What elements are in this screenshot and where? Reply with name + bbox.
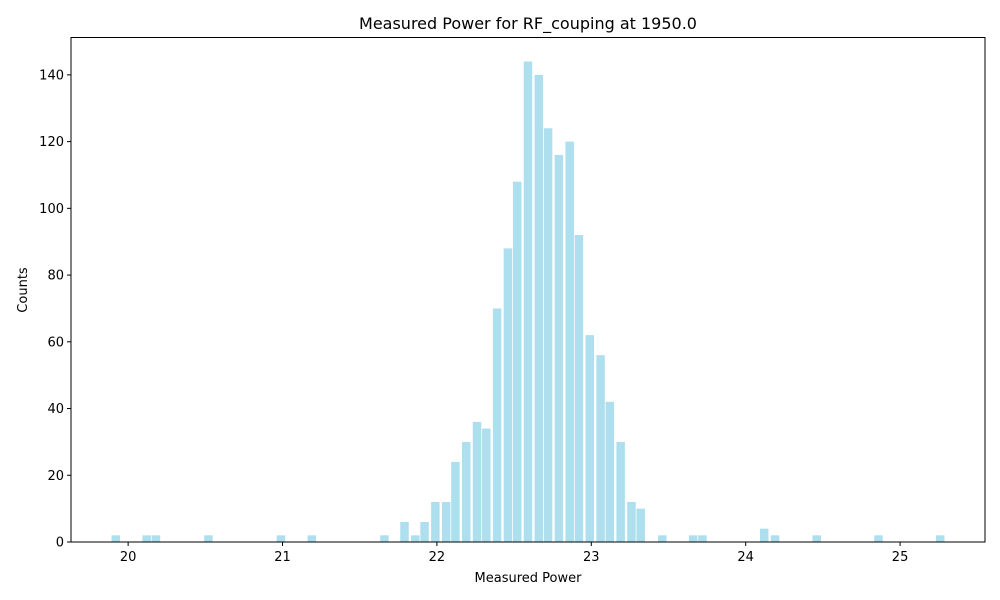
histogram-bar bbox=[472, 421, 482, 542]
histogram-bar bbox=[462, 441, 471, 542]
plot-frame bbox=[70, 37, 986, 543]
histogram-bar bbox=[574, 235, 584, 542]
y-axis-ticks: 0 20 40 60 80 100 120 140 bbox=[39, 68, 71, 551]
histogram-bar bbox=[411, 535, 420, 542]
y-tick-label: 20 bbox=[47, 469, 64, 484]
y-tick-label: 120 bbox=[39, 135, 64, 150]
histogram-bar bbox=[596, 355, 605, 542]
y-tick-label: 60 bbox=[47, 335, 64, 350]
histogram-bar bbox=[565, 141, 574, 542]
y-tick-label: 0 bbox=[56, 536, 64, 551]
histogram-bar bbox=[812, 535, 821, 542]
histogram-bar bbox=[688, 535, 698, 542]
x-tick-label: 25 bbox=[892, 550, 909, 565]
histogram-bar bbox=[503, 248, 513, 542]
y-tick-label: 80 bbox=[47, 269, 64, 284]
x-axis-label: Measured Power bbox=[475, 571, 583, 586]
histogram-bar bbox=[204, 535, 213, 542]
histogram-bar bbox=[142, 535, 151, 542]
histogram-bar bbox=[874, 535, 883, 542]
histogram-bar bbox=[151, 535, 161, 542]
y-tick-label: 40 bbox=[47, 402, 64, 417]
histogram-bar bbox=[935, 535, 945, 542]
bars-group bbox=[111, 61, 945, 543]
chart-title: Measured Power for RF_couping at 1950.0 bbox=[359, 14, 697, 34]
histogram-bar bbox=[512, 181, 522, 542]
histogram-bar bbox=[636, 508, 645, 542]
histogram-bar bbox=[770, 535, 780, 542]
histogram-bar bbox=[380, 535, 389, 542]
histogram-bar bbox=[698, 535, 707, 542]
histogram-bar bbox=[400, 521, 409, 542]
histogram-bar bbox=[658, 535, 667, 542]
x-tick-label: 24 bbox=[737, 550, 754, 565]
histogram-bar bbox=[585, 335, 594, 542]
histogram-bar bbox=[451, 461, 460, 542]
histogram-bar bbox=[605, 401, 615, 542]
histogram-bar bbox=[554, 154, 564, 542]
y-tick-label: 140 bbox=[39, 68, 64, 83]
histogram-bar bbox=[307, 535, 317, 542]
x-tick-label: 23 bbox=[583, 550, 600, 565]
histogram-bar bbox=[534, 74, 544, 543]
histogram-bar bbox=[627, 501, 636, 542]
histogram-bar bbox=[616, 441, 625, 542]
histogram-bar bbox=[523, 61, 533, 543]
histogram-bar bbox=[441, 501, 451, 542]
x-axis-ticks: 20 21 22 23 24 25 bbox=[120, 542, 909, 565]
histogram-bar bbox=[431, 501, 440, 542]
y-tick-label: 100 bbox=[39, 202, 64, 217]
histogram-bar bbox=[482, 428, 491, 542]
histogram-bar bbox=[492, 308, 502, 542]
histogram-bar bbox=[543, 128, 553, 542]
y-axis-label: Counts bbox=[16, 267, 31, 313]
x-tick-label: 21 bbox=[274, 550, 291, 565]
histogram-bar bbox=[759, 528, 769, 542]
x-tick-label: 20 bbox=[120, 550, 137, 565]
histogram-bar bbox=[111, 535, 121, 542]
histogram-bar bbox=[276, 535, 286, 542]
histogram-bar bbox=[420, 521, 429, 542]
x-tick-label: 22 bbox=[429, 550, 446, 565]
